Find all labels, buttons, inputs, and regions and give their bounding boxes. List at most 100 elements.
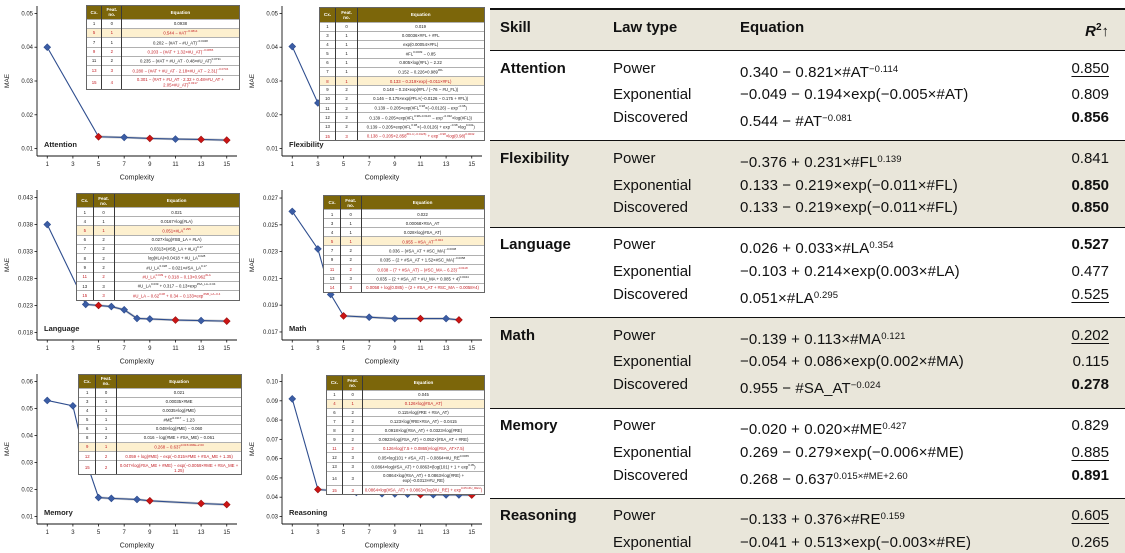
law-type-cell: Exponential (613, 176, 692, 194)
blue-diamond-marker (288, 42, 297, 51)
complexity-cell: 13 (319, 121, 337, 132)
col-header-equation: Equation (740, 19, 805, 36)
inset-equation-cell: 0.139 − 0.205×exp(#FL0.98×(−0.0126) + ex… (357, 121, 484, 132)
feature-count-cell: 2 (335, 121, 358, 132)
y-tick-label: 0.03 (266, 514, 278, 520)
inset-row: 11 2 0.126×log(7.5 + 0.0865)×log(#SA_AT×7.… (326, 443, 484, 453)
inset-equation-cell: 0.544 − #AT−0.0814 (121, 27, 239, 38)
complexity-cell: 5 (324, 236, 341, 246)
inset-col-header: Feat. no. (335, 8, 358, 23)
complexity-cell: 11 (86, 55, 103, 66)
y-tick-label: 0.018 (18, 330, 34, 336)
inset-equation-cell: 0.126×log(7.5 + 0.0865)×log(#SA_AT×7.5) (362, 443, 484, 453)
inset-col-header: Equation (121, 5, 239, 20)
feature-count-cell: 2 (340, 254, 362, 265)
inset-col-header: Cx. (324, 196, 341, 210)
complexity-cell: 13 (326, 461, 344, 472)
skill-name: Language (500, 236, 571, 254)
blue-diamond-marker (171, 135, 180, 143)
inset-equation-cell: 0.047×log(#SA_ME + #ME) − exp(−0.0059×#M… (116, 460, 242, 475)
x-tick-label: 3 (316, 162, 320, 168)
complexity-cell: 15 (76, 290, 94, 300)
feature-count-cell: 3 (335, 131, 358, 141)
red-diamond-marker (339, 312, 348, 320)
plot-skill-label: Attention (44, 140, 77, 149)
feature-count-cell: 3 (340, 282, 362, 292)
pareto-underlay-line (85, 303, 227, 323)
inset-header-row: Cx. Feat. no. Equation (324, 196, 484, 210)
inset-equation-cell: 0.805×log(#FL) − 2.22 (357, 57, 484, 68)
feature-count-cell: 2 (93, 271, 115, 282)
inset-equation-cell: #U_LA0.028 − 0.021×#SA_LA0.17 (114, 262, 239, 273)
blue-diamond-marker (43, 396, 52, 405)
y-tick-label: 0.03 (21, 460, 33, 466)
y-tick-label: 0.02 (21, 487, 33, 493)
x-tick-label: 15 (223, 530, 230, 536)
complexity-cell: 1 (319, 21, 337, 32)
inset-row: 12 2 0.139 − 0.205×exp(#FL0.98+0.0126 − ex… (319, 112, 484, 123)
x-tick-label: 15 (468, 162, 475, 168)
r2-value: 0.278 (1071, 376, 1109, 394)
complexity-cell: 1 (326, 389, 344, 400)
law-type-cell: Discovered (613, 466, 689, 484)
red-diamond-marker (222, 317, 231, 325)
inset-row: 13 3 0.035 − (2 + #SA_AT + #U_MA + 0.085 +… (324, 273, 484, 284)
y-tick-label: 0.04 (21, 434, 33, 440)
r2-value: 0.605 (1071, 507, 1109, 525)
inset-row: 1 0 0.021 (79, 387, 242, 398)
x-tick-label: 9 (393, 346, 397, 352)
feature-count-cell: 1 (95, 423, 118, 434)
y-tick-label: 0.033 (18, 250, 34, 256)
inset-row: 9 2 0.148 − 0.24×exp(#FL / (−76 − #U_FL)) (319, 85, 484, 95)
complexity-cell: 9 (79, 441, 97, 452)
equation-cell: −0.049 − 0.194×exp(−0.005×#AT) (740, 86, 969, 104)
y-tick-label: 0.023 (263, 250, 279, 256)
complexity-cell: 14 (324, 282, 341, 292)
inset-equation-cell: 0.133 − 0.219×exp(−0.011×#FL) (357, 76, 484, 86)
inset-table-reasoning: Cx. Feat. no. Equation 1 0 0.045 4 1 0.126×log(#… (325, 375, 485, 496)
inset-equation-cell: exp(0.00054×#FL) (357, 39, 484, 49)
feature-count-cell: 0 (93, 207, 115, 217)
r2-superscript: 2 (1095, 22, 1102, 33)
feature-count-cell: 2 (335, 102, 358, 113)
inset-row: 13 3 #U_LA0.039 + 0.317 − 0.13×exp#SA_LA−0… (76, 281, 239, 291)
inset-col-header: Cx. (76, 194, 94, 208)
plot-reasoning: 0.03 0.04 0.05 0.06 0.07 0.08 0.09 0.10 1 3 5 7 9 11 1… (245, 368, 490, 552)
x-tick-label: 3 (71, 530, 75, 536)
inset-row-selected: 9 1 0.268 − 0.6370.015×#ME+2.60 (79, 441, 242, 452)
inset-equation-cell: 0.146 − 0.175×exp(#FL×(−0.0126 − 0.175 +… (357, 93, 484, 104)
x-tick-label: 7 (123, 162, 127, 168)
x-tick-label: 13 (443, 346, 450, 352)
complexity-cell: 13 (76, 281, 94, 291)
complexity-cell: 7 (326, 416, 344, 426)
y-tick-label: 0.05 (266, 11, 278, 17)
complexity-cell: 8 (76, 252, 94, 263)
plots-panel: 0.01 0.02 0.03 0.04 0.05 1 3 5 7 9 11 13 15 MAE Comple… (0, 0, 490, 553)
feature-count-cell: 1 (101, 37, 123, 48)
feature-count-cell: 1 (335, 48, 358, 59)
inset-equation-cell: 0.0864×log(#SA_AT) + 0.0863×log(#RE) + e… (362, 470, 484, 486)
x-tick-label: 11 (417, 162, 424, 168)
feature-count-cell: 1 (335, 39, 358, 49)
complexity-cell: 5 (76, 225, 94, 236)
complexity-cell: 1 (79, 387, 97, 398)
equation-cell: −0.020 + 0.020×#ME0.427 (740, 421, 907, 439)
inset-row: 8 2 0.016 − log(#ME + #SA_ME) − 0.061 (79, 432, 242, 443)
pareto-equations-table: Cx. Feat. no. Equation 1 0 0.021 3 1 0.00035×#ME… (79, 374, 242, 475)
inset-equation-cell: 0.139 − 0.205×exp(#FL0.98+0.0126 − exp−0… (357, 112, 484, 123)
y-tick-label: 0.09 (266, 399, 278, 405)
y-tick-label: 0.06 (266, 457, 278, 463)
x-tick-label: 5 (342, 530, 346, 536)
inset-table-math: Cx. Feat. no. Equation 1 0 0.022 3 1 0.00068×#SA… (323, 195, 485, 293)
r2-value: 0.891 (1071, 466, 1109, 484)
equation-cell: −0.054 + 0.086×exp(0.002×#MA) (740, 353, 964, 371)
inset-equation-cell: 0.016 − log(#ME + #SA_ME) − 0.061 (116, 432, 242, 443)
feature-count-cell: 1 (95, 414, 118, 425)
equation-cell: 0.268 − 0.6370.015×#ME+2.60 (740, 470, 908, 488)
feature-count-cell: 1 (335, 66, 358, 77)
col-header-law-type: Law type (613, 19, 678, 36)
inset-row: 1 0 0.045 (326, 389, 484, 400)
inset-row: 15 3 0.138 − 0.205×2.858#FL×(−0.0126) + ex… (319, 131, 484, 141)
feature-count-cell: 3 (340, 273, 362, 284)
inset-table-attention: Cx. Feat. no. Equation 1 0 0.0938 5 1 0.544 − #A… (85, 4, 240, 91)
